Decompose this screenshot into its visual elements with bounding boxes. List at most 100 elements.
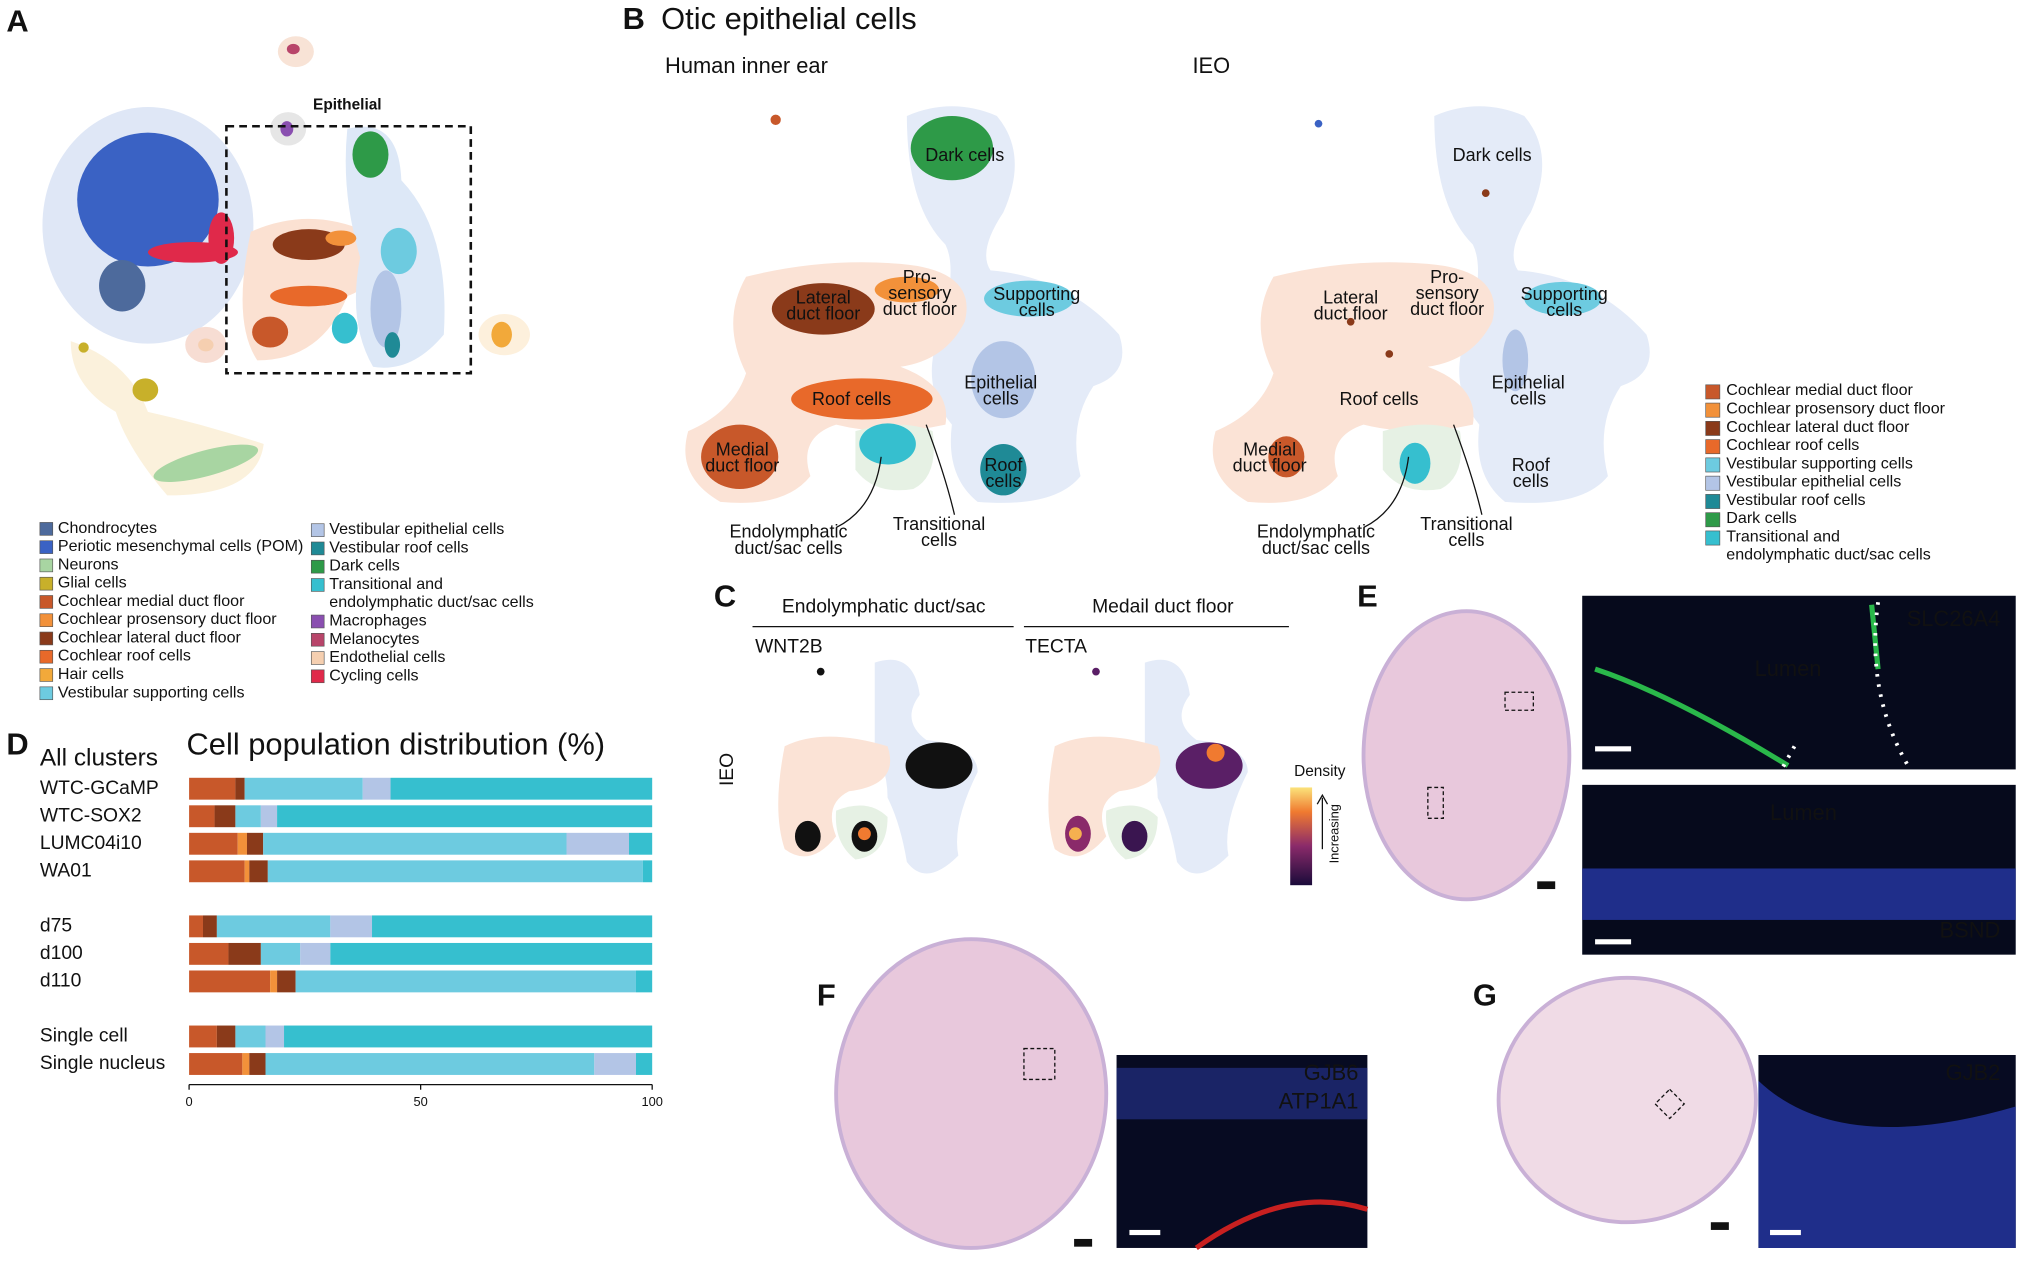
marker-label: GJB2 <box>1946 1060 2001 1085</box>
umap-c <box>752 625 1329 886</box>
legend-label-line: Cochlear roof cells <box>1726 436 1859 454</box>
legend-swatch <box>39 686 54 701</box>
legend-swatch <box>39 522 54 536</box>
cluster-label-line: Medial <box>1243 439 1296 459</box>
lumen-label: Lumen <box>1755 656 1822 681</box>
legend-label: Dark cells <box>329 557 400 575</box>
legend-label-line: Hair cells <box>58 665 124 683</box>
cluster-label-line: Epithelial <box>964 372 1037 392</box>
legend-swatch <box>39 631 54 646</box>
panel-label: F <box>817 977 836 1012</box>
y-tick-label: d75 <box>40 915 72 936</box>
bar-segment <box>202 915 217 938</box>
cluster-label: Endolymphatic duct/sac cells <box>1257 521 1375 557</box>
cluster-label-line: Roof cells <box>812 389 891 409</box>
cluster-label-line: Endolymphatic <box>729 521 847 541</box>
marker-label: ATP1A1 <box>1279 1088 1359 1113</box>
legend-label-line: Cochlear lateral duct floor <box>58 629 242 647</box>
legend-swatch <box>1705 530 1721 546</box>
cluster-label-line: sensory <box>1416 283 1479 303</box>
bar-segment <box>284 1025 653 1048</box>
bar-segment <box>265 1025 285 1048</box>
legend-swatch <box>39 540 54 554</box>
bar-segment <box>189 970 271 993</box>
cluster-label: Transitional cells <box>1420 514 1512 550</box>
gene-label: WNT2B <box>755 636 822 657</box>
legend-swatch <box>1705 512 1721 528</box>
legend-swatch <box>310 578 325 592</box>
panel-label: C <box>714 578 736 613</box>
legend-label-line: Cochlear medial duct floor <box>58 592 245 610</box>
y-tick-label: d110 <box>40 971 81 992</box>
y-tick-label: Single nucleus <box>40 1053 165 1074</box>
legend-label-line: Dark cells <box>329 557 400 575</box>
legend-label: Melanocytes <box>329 630 419 648</box>
row-title: All clusters <box>40 745 158 772</box>
cluster-label-line: duct/sac cells <box>735 538 843 558</box>
legend-label: Cycling cells <box>329 667 418 685</box>
legend-label: Cochlear lateral duct floor <box>58 629 242 647</box>
cluster-label: Dark cells <box>925 145 1004 165</box>
legend-swatch <box>39 668 54 682</box>
cluster-label-line: Roof <box>984 455 1023 475</box>
bar-segment <box>566 832 630 855</box>
legend-label: Vestibular roof cells <box>1726 491 1865 509</box>
micrographs <box>834 595 2016 1251</box>
colorbar-note: Increasing <box>1327 804 1342 863</box>
legend-label-line: Vestibular supporting cells <box>58 684 245 702</box>
legend-label-line: Neurons <box>58 556 119 574</box>
cluster-label-line: Transitional <box>893 514 985 534</box>
umap-b <box>685 106 1650 529</box>
legend-label-line: Vestibular supporting cells <box>1726 455 1913 473</box>
cluster-label-line: cells <box>921 530 957 550</box>
panel-label: A <box>6 3 28 38</box>
cluster-label-line: Dark cells <box>925 145 1004 165</box>
legend-label-line: Transitional and <box>329 575 443 593</box>
cluster-label-line: Supporting <box>1521 284 1608 304</box>
row-label: IEO <box>717 753 738 786</box>
bar-segment <box>244 777 363 800</box>
bar-segment <box>242 1053 250 1075</box>
legend-label: Cochlear medial duct floor <box>1726 381 1913 399</box>
bar-segment <box>642 860 653 883</box>
legend-label-line: Cycling cells <box>329 667 418 685</box>
legend-label-line: Cochlear prosensory duct floor <box>58 610 277 628</box>
legend-label: Cochlear roof cells <box>1726 436 1859 454</box>
legend-swatch <box>310 523 325 537</box>
legend-label: Periotic mesenchymal cells (POM) <box>58 537 303 555</box>
y-tick-label: LUMC04i10 <box>40 833 142 854</box>
bar-segment <box>270 970 278 993</box>
legend-label: Chondrocytes <box>58 519 157 537</box>
x-tick-label: 50 <box>413 1094 427 1109</box>
bar-segment <box>216 1025 236 1048</box>
legend-swatch <box>1705 494 1721 509</box>
box-label: Epithelial <box>313 97 382 114</box>
legend-swatch <box>39 595 54 609</box>
legend-swatch <box>39 649 54 664</box>
legend-label-line: Vestibular roof cells <box>329 539 468 557</box>
legend-label: Vestibular roof cells <box>329 539 468 557</box>
cluster-label-line: Pro- <box>1430 267 1464 287</box>
bar-segment <box>235 1025 266 1048</box>
legend-swatch <box>1705 475 1721 491</box>
legend-label: Vestibular epithelial cells <box>329 520 504 538</box>
legend-swatch <box>1705 384 1721 400</box>
bar-segment <box>594 1053 636 1075</box>
y-tick-label: Single cell <box>40 1026 128 1047</box>
legend-label: Glial cells <box>58 574 127 592</box>
cluster-label: Supporting cells <box>993 284 1080 320</box>
legend-label-line: endolymphatic duct/sac cells <box>1726 546 1930 564</box>
panel-label: D <box>6 726 28 761</box>
cluster-label: Roof cells <box>1512 455 1551 491</box>
gene-label: TECTA <box>1025 636 1087 657</box>
panel-label: G <box>1473 977 1497 1012</box>
legend-swatch <box>39 576 54 591</box>
legend-swatch <box>1705 457 1721 473</box>
legend-label-line: Vestibular epithelial cells <box>329 520 504 538</box>
group-label: Medail duct floor <box>1092 596 1234 617</box>
legend-label-line: Macrophages <box>329 612 426 630</box>
y-tick-label: WA01 <box>40 860 92 881</box>
x-tick-label: 0 <box>186 1094 193 1109</box>
cluster-label-line: cells <box>983 388 1019 408</box>
